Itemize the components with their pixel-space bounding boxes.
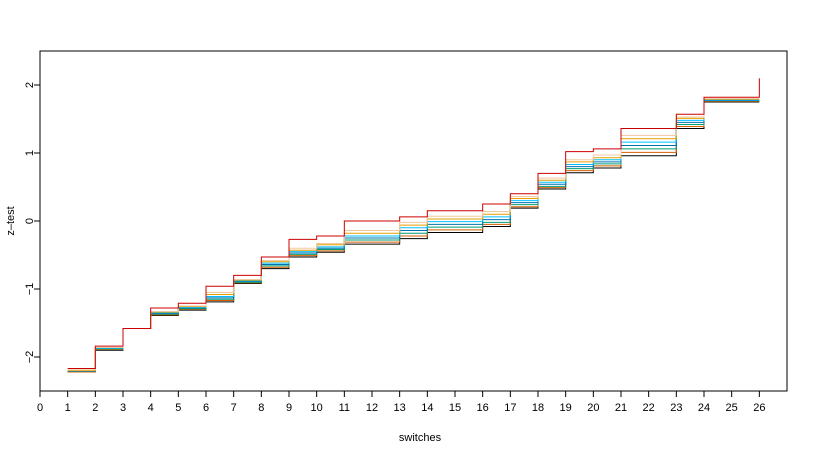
x-tick-label: 2 (92, 402, 98, 414)
y-tick-label: 1 (24, 150, 36, 156)
series-line-7 (67, 98, 760, 371)
x-tick-label: 4 (148, 402, 154, 414)
x-tick-label: 20 (587, 402, 599, 414)
x-tick-label: 18 (532, 402, 544, 414)
x-tick-label: 26 (753, 402, 765, 414)
x-tick-label: 17 (504, 402, 516, 414)
x-tick-label: 24 (698, 402, 710, 414)
x-tick-label: 5 (175, 402, 181, 414)
x-tick-label: 23 (670, 402, 682, 414)
x-tick-label: 22 (643, 402, 655, 414)
y-axis-label: z–test (5, 206, 17, 235)
x-tick-label: 9 (286, 402, 292, 414)
x-tick-label: 10 (311, 402, 323, 414)
y-tick-label: −1 (24, 283, 36, 296)
x-tick-label: 0 (37, 402, 43, 414)
x-tick-label: 16 (477, 402, 489, 414)
x-tick-label: 19 (560, 402, 572, 414)
x-tick-label: 11 (339, 402, 350, 414)
series-line-5 (67, 99, 760, 372)
x-tick-label: 12 (366, 402, 378, 414)
series-line-6 (67, 98, 760, 372)
y-tick-label: 0 (24, 218, 36, 224)
x-tick-label: 1 (65, 402, 71, 414)
plot-area-border (39, 50, 788, 392)
x-tick-label: 7 (231, 402, 237, 414)
y-tick-label: 2 (24, 82, 36, 88)
y-axis: −2 −1 0 1 2 (24, 82, 41, 364)
series-layer (67, 78, 760, 373)
y-tick-label: −2 (24, 351, 36, 364)
x-tick-label: 15 (449, 402, 461, 414)
x-tick-label: 6 (203, 402, 209, 414)
x-axis-label: switches (399, 432, 442, 444)
x-axis: 0 1 2 3 4 5 6 7 8 9 10 11 12 13 14 15 16 17 18 19 20 21 22 23 24… (37, 390, 765, 414)
x-tick-label: 3 (120, 402, 126, 414)
x-tick-label: 13 (394, 402, 406, 414)
x-tick-label: 8 (258, 402, 264, 414)
series-line-8 (67, 78, 760, 370)
x-tick-label: 21 (615, 402, 627, 414)
x-tick-label: 14 (421, 402, 433, 414)
x-tick-label: 25 (726, 402, 738, 414)
